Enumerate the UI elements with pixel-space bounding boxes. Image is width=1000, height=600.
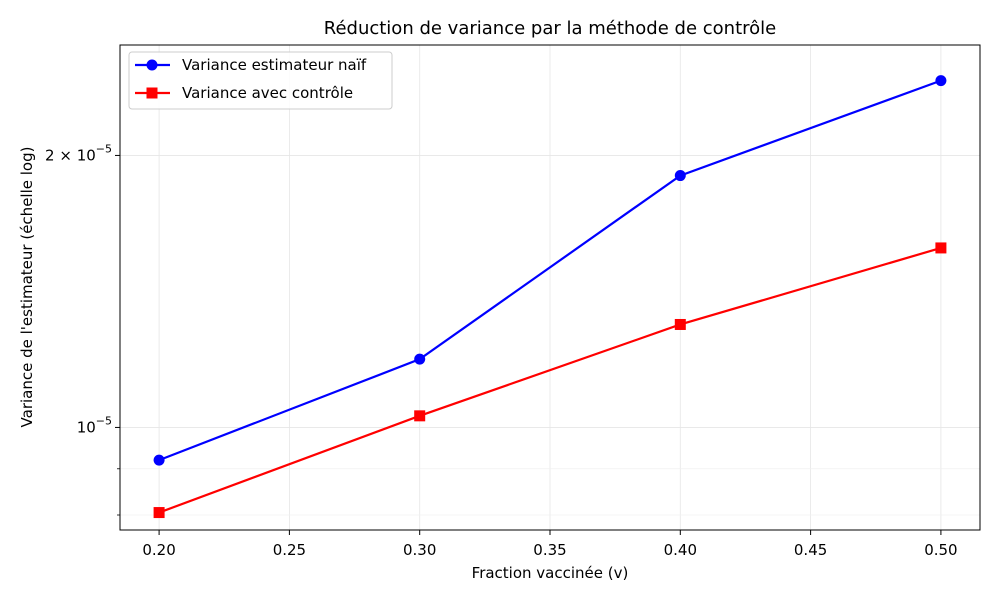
- x-tick-label: 0.25: [273, 541, 306, 559]
- x-tick-label: 0.40: [664, 541, 697, 559]
- data-point: [414, 353, 426, 365]
- legend: Variance estimateur naïf Variance avec co…: [128, 51, 393, 110]
- legend-marker: [146, 87, 158, 99]
- data-point: [414, 410, 426, 422]
- ticks: 0.20 0.25 0.30 0.35 0.40 0.45 0.50 10−5 2 × 10−5: [45, 142, 958, 559]
- y-tick-label: 2 × 10−5: [45, 142, 112, 164]
- grid: [120, 45, 980, 530]
- data-point: [935, 242, 947, 254]
- y-tick-label: 10−5: [77, 414, 112, 436]
- x-axis-label: Fraction vaccinée (v): [472, 564, 629, 582]
- data-point: [674, 318, 686, 330]
- legend-label: Variance avec contrôle: [182, 84, 353, 102]
- y-axis-label: Variance de l'estimateur (échelle log): [18, 147, 36, 428]
- data-point: [153, 507, 165, 519]
- x-tick-label: 0.30: [403, 541, 436, 559]
- series-line-2: [158, 246, 942, 514]
- data-point: [153, 454, 165, 466]
- legend-label: Variance estimateur naïf: [182, 56, 367, 74]
- series-markers: [153, 75, 947, 519]
- series-lines: [158, 79, 942, 514]
- legend-box: [128, 51, 393, 110]
- x-tick-label: 0.35: [533, 541, 566, 559]
- x-tick-label: 0.50: [924, 541, 957, 559]
- x-tick-label: 0.45: [794, 541, 827, 559]
- series-line-1: [158, 79, 942, 462]
- legend-marker: [146, 59, 158, 71]
- chart-title: Réduction de variance par la méthode de …: [324, 18, 776, 39]
- data-point: [935, 75, 947, 87]
- data-point: [674, 170, 686, 182]
- x-tick-label: 0.20: [142, 541, 175, 559]
